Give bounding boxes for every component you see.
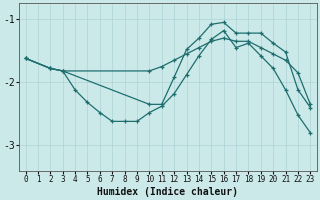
X-axis label: Humidex (Indice chaleur): Humidex (Indice chaleur) <box>98 186 238 197</box>
